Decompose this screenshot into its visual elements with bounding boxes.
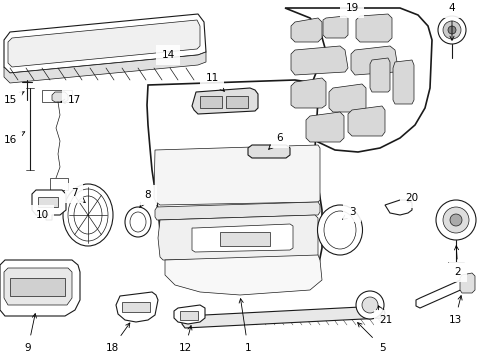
Polygon shape <box>369 58 389 92</box>
Text: 17: 17 <box>61 95 81 105</box>
Polygon shape <box>154 145 319 205</box>
Text: 19: 19 <box>345 3 358 13</box>
Circle shape <box>442 207 468 233</box>
Polygon shape <box>290 46 347 75</box>
Polygon shape <box>147 80 321 288</box>
Polygon shape <box>285 8 431 152</box>
Text: 16: 16 <box>3 132 25 145</box>
Polygon shape <box>4 52 205 83</box>
Polygon shape <box>415 278 467 308</box>
Polygon shape <box>355 14 391 42</box>
Polygon shape <box>52 92 68 102</box>
Text: 5: 5 <box>357 323 386 353</box>
Text: 21: 21 <box>378 306 392 325</box>
Text: 4: 4 <box>448 3 454 40</box>
Bar <box>225 96 247 108</box>
Text: 9: 9 <box>24 314 36 353</box>
Text: 14: 14 <box>161 50 174 60</box>
Circle shape <box>355 291 383 319</box>
Polygon shape <box>32 190 66 220</box>
Text: 12: 12 <box>178 325 192 353</box>
Circle shape <box>437 16 465 44</box>
Polygon shape <box>164 255 321 295</box>
Bar <box>122 302 150 312</box>
Polygon shape <box>290 18 321 42</box>
Polygon shape <box>158 215 317 260</box>
Text: 1: 1 <box>239 299 251 353</box>
Text: 10: 10 <box>35 210 48 220</box>
Polygon shape <box>182 306 384 328</box>
Bar <box>10 278 65 296</box>
Polygon shape <box>247 145 289 158</box>
Circle shape <box>435 200 475 240</box>
Text: 13: 13 <box>447 296 461 325</box>
Polygon shape <box>0 260 80 316</box>
Text: 7: 7 <box>71 188 85 203</box>
Text: 6: 6 <box>268 133 283 149</box>
Text: 8: 8 <box>140 190 151 207</box>
Polygon shape <box>192 88 258 114</box>
Polygon shape <box>328 84 365 112</box>
Polygon shape <box>392 60 413 104</box>
Text: 20: 20 <box>405 193 418 203</box>
Polygon shape <box>459 273 474 293</box>
Polygon shape <box>4 268 72 305</box>
Polygon shape <box>50 178 68 190</box>
Ellipse shape <box>63 184 113 246</box>
Polygon shape <box>350 46 397 75</box>
Circle shape <box>361 297 377 313</box>
Bar <box>180 311 198 320</box>
Polygon shape <box>347 106 384 136</box>
Bar <box>200 96 222 108</box>
Circle shape <box>442 21 460 39</box>
Polygon shape <box>305 112 343 142</box>
Polygon shape <box>116 292 158 322</box>
Polygon shape <box>8 20 200 67</box>
Polygon shape <box>4 14 205 73</box>
Text: 2: 2 <box>453 246 460 277</box>
Polygon shape <box>323 16 347 38</box>
Polygon shape <box>192 224 292 252</box>
Ellipse shape <box>125 207 151 237</box>
Text: 15: 15 <box>3 91 24 105</box>
Text: 11: 11 <box>205 73 224 91</box>
Circle shape <box>447 26 455 34</box>
Bar <box>38 197 58 207</box>
Circle shape <box>449 214 461 226</box>
Text: 3: 3 <box>342 207 355 219</box>
Polygon shape <box>155 202 319 220</box>
Polygon shape <box>290 78 325 108</box>
Bar <box>220 232 269 246</box>
Polygon shape <box>42 90 72 102</box>
Polygon shape <box>174 305 204 324</box>
Ellipse shape <box>317 205 362 255</box>
Text: 18: 18 <box>105 323 130 353</box>
Polygon shape <box>384 200 411 215</box>
